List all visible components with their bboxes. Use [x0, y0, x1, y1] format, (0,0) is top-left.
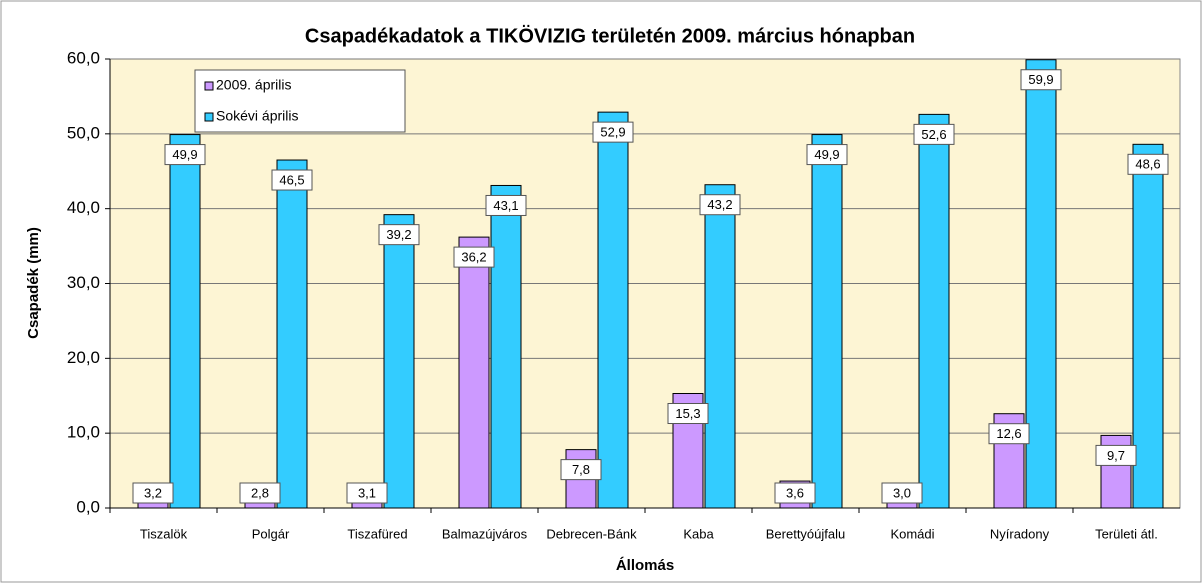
- value-label: 43,1: [493, 198, 518, 213]
- value-label: 52,6: [921, 127, 946, 142]
- bar: [490, 184, 522, 509]
- x-tick-label: Területi átl.: [1095, 526, 1158, 541]
- value-label: 36,2: [461, 250, 486, 265]
- x-tick-label: Debrecen-Bánk: [546, 526, 637, 541]
- chart-title: Csapadékadatok a TIKÖVIZIG területén 200…: [305, 24, 915, 47]
- bar: [383, 214, 415, 509]
- value-label-box: [913, 123, 955, 145]
- value-label-box: [988, 423, 1030, 445]
- value-label-box: [806, 144, 848, 166]
- value-label: 3,0: [893, 485, 911, 500]
- y-tick-label: 60,0: [67, 48, 100, 67]
- value-label: 2,8: [251, 485, 269, 500]
- value-label-box: [485, 194, 527, 216]
- value-label-box: [453, 246, 495, 268]
- bar: [704, 184, 736, 509]
- value-label-box: [774, 482, 816, 504]
- value-label-box: [239, 482, 281, 504]
- x-tick-label: Balmazújváros: [442, 526, 528, 541]
- x-tick-label: Kaba: [683, 526, 714, 541]
- value-label: 15,3: [675, 406, 700, 421]
- value-label-box: [132, 482, 174, 504]
- value-label: 52,9: [600, 125, 625, 140]
- y-tick-label: 50,0: [67, 123, 100, 142]
- value-label: 3,6: [786, 485, 804, 500]
- legend-label: 2009. április: [216, 77, 292, 93]
- y-axis-label: Csapadék (mm): [25, 227, 42, 339]
- value-label-box: [164, 144, 206, 166]
- value-label-box: [592, 121, 634, 143]
- value-label: 9,7: [1107, 448, 1125, 463]
- bar: [276, 159, 308, 509]
- bar: [169, 134, 201, 509]
- x-tick-label: Tiszalök: [140, 526, 188, 541]
- y-tick-label: 40,0: [67, 198, 100, 217]
- value-label: 49,9: [814, 147, 839, 162]
- value-label-box: [378, 224, 420, 246]
- value-label: 12,6: [996, 426, 1021, 441]
- value-label: 43,2: [707, 197, 732, 212]
- bar: [458, 236, 490, 509]
- y-tick-label: 30,0: [67, 273, 100, 292]
- x-tick-label: Berettyóújfalu: [766, 526, 846, 541]
- value-label: 48,6: [1135, 157, 1160, 172]
- x-tick-label: Komádi: [890, 526, 934, 541]
- y-tick-label: 20,0: [67, 348, 100, 367]
- bar: [918, 113, 950, 509]
- bar: [597, 111, 629, 509]
- value-label: 59,9: [1028, 72, 1053, 87]
- legend-label: Sokévi április: [216, 108, 298, 124]
- x-tick-label: Polgár: [252, 526, 290, 541]
- value-label: 46,5: [279, 172, 304, 187]
- legend-swatch: [204, 81, 214, 91]
- bar: [1025, 59, 1057, 509]
- y-tick-label: 10,0: [67, 423, 100, 442]
- value-label: 7,8: [572, 462, 590, 477]
- legend: [194, 69, 406, 133]
- value-label: 3,1: [358, 485, 376, 500]
- y-tick-label: 0,0: [76, 497, 100, 516]
- value-label: 39,2: [386, 227, 411, 242]
- value-label-box: [1020, 69, 1062, 91]
- value-label-box: [271, 169, 313, 191]
- value-label: 3,2: [144, 485, 162, 500]
- bar: [1132, 143, 1164, 509]
- bar: [811, 134, 843, 509]
- legend-swatch: [204, 112, 214, 122]
- value-label-box: [346, 482, 388, 504]
- x-axis-label: Állomás: [616, 557, 674, 574]
- x-tick-label: Nyíradony: [990, 526, 1050, 541]
- value-label: 49,9: [172, 147, 197, 162]
- value-label-box: [667, 403, 709, 425]
- value-label-box: [881, 482, 923, 504]
- value-label-box: [699, 194, 741, 216]
- x-tick-label: Tiszafüred: [347, 526, 407, 541]
- value-label-box: [1095, 444, 1137, 466]
- value-label-box: [560, 459, 602, 481]
- value-label-box: [1127, 153, 1169, 175]
